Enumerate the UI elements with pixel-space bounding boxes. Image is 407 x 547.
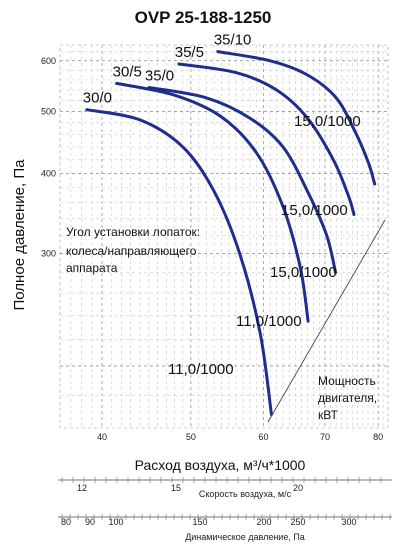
series-curve [177, 62, 356, 216]
power-note-line-3: кВТ [318, 408, 338, 422]
dynamic-pressure-tick-label: 300 [341, 517, 356, 527]
series-curve [115, 81, 310, 323]
blade-angle-note-line-2: колеса/направляющего [66, 244, 197, 258]
grid [59, 44, 389, 429]
power-boundary-line [267, 219, 386, 423]
velocity-axis-label: Скорость воздуха, м/с [199, 489, 292, 499]
x-tick-label: 40 [97, 432, 107, 442]
plot-frame [59, 44, 389, 429]
x-tick-label: 80 [373, 432, 383, 442]
power-note-line-1: Мощность [318, 374, 376, 388]
series-curves [85, 50, 377, 416]
x-tick-label: 60 [259, 432, 269, 442]
series-label: 30/5 [113, 63, 142, 80]
x-tick-label: 50 [186, 432, 196, 442]
series-label: 35/10 [214, 32, 252, 49]
y-tick-label: 600 [41, 56, 56, 66]
y-tick-label: 400 [41, 168, 56, 178]
y-tick-label: 300 [41, 248, 56, 258]
dynamic-pressure-tick-label: 100 [108, 517, 123, 527]
power-note-line-2: двигателя, [318, 391, 377, 405]
secondary-axes: 12 15 20 80 90 100 150 200 250 300 [58, 477, 392, 527]
series-curve [147, 86, 338, 274]
x-axis-label: Расход воздуха, м³/ч*1000 [135, 457, 306, 473]
power-label: 11,0/1000 [236, 313, 302, 330]
power-label: 15,0/1000 [281, 202, 348, 219]
blade-angle-note-line-3: аппарата [66, 261, 118, 275]
dynamic-pressure-tick-label: 150 [192, 517, 207, 527]
tick-labels: 40 50 60 70 80 300 400 500 600 [41, 56, 383, 442]
blade-angle-note-line-1: Угол установки лопаток: [66, 225, 200, 239]
x-tick-label: 70 [320, 432, 330, 442]
velocity-tick-label: 15 [171, 483, 181, 493]
series-labels: 30/030/5 35/035/5 35/10 [83, 32, 252, 107]
series-label: 35/5 [175, 44, 204, 61]
power-label: 11,0/1000 [168, 361, 234, 378]
velocity-tick-label: 12 [77, 483, 87, 493]
power-labels: 15,0/1000 15,0/1000 15,0/1000 11,0/1000 11,0… [168, 113, 386, 423]
series-curve [216, 50, 377, 186]
dynamic-pressure-axis-label: Динамическое давление, Па [185, 532, 305, 542]
velocity-tick-label: 20 [293, 483, 303, 493]
series-label: 35/0 [145, 67, 174, 84]
y-tick-label: 500 [41, 106, 56, 116]
power-label: 15,0/1000 [294, 113, 361, 130]
series-label: 30/0 [83, 90, 112, 107]
power-label: 15,0/1000 [270, 264, 337, 281]
series-curve [85, 108, 273, 416]
dynamic-pressure-tick-label: 80 [61, 517, 71, 527]
chart-title: OVP 25-188-1250 [135, 8, 272, 27]
dynamic-pressure-tick-label: 90 [85, 517, 95, 527]
y-axis-label: Полное давление, Па [11, 159, 28, 311]
dynamic-pressure-tick-label: 250 [290, 517, 305, 527]
dynamic-pressure-tick-label: 200 [256, 517, 271, 527]
